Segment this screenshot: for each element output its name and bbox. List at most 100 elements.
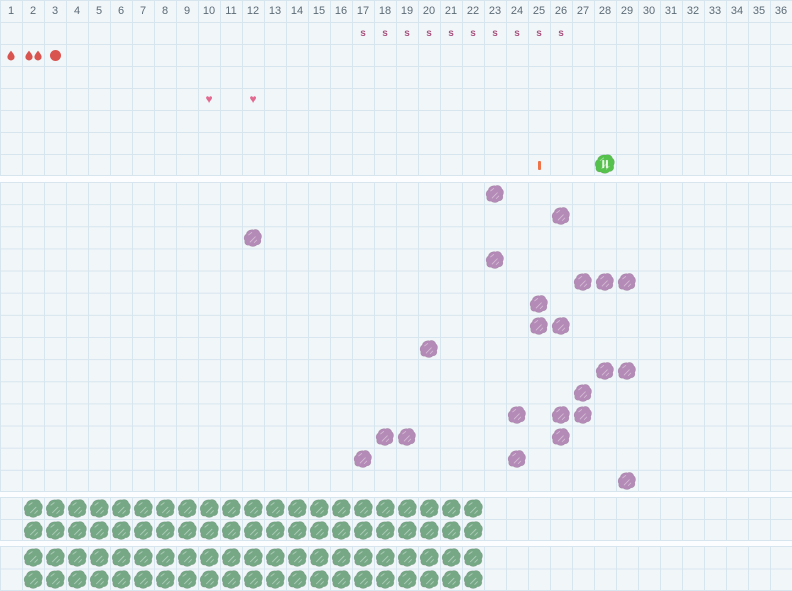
spotting-marker[interactable]: s [382, 27, 388, 39]
symptom-splat[interactable] [617, 272, 637, 292]
medication-splat[interactable] [45, 569, 66, 590]
spotting-marker[interactable]: s [360, 27, 366, 39]
medication-splat[interactable] [111, 520, 132, 541]
spotting-marker[interactable]: s [404, 27, 410, 39]
medication-splat[interactable] [309, 520, 330, 541]
medication-splat[interactable] [177, 520, 198, 541]
medication-splat[interactable] [89, 569, 110, 590]
symptom-splat[interactable] [573, 405, 593, 425]
medication-splat[interactable] [155, 520, 176, 541]
medication-splat[interactable] [67, 520, 88, 541]
medication-splat[interactable] [419, 547, 440, 568]
symptom-splat[interactable] [529, 316, 549, 336]
medication-splat[interactable] [441, 520, 462, 541]
medication-splat[interactable] [397, 547, 418, 568]
medication-splat[interactable] [353, 520, 374, 541]
medication-splat[interactable] [155, 498, 176, 519]
medication-splat[interactable] [133, 498, 154, 519]
medication-splat[interactable] [23, 498, 44, 519]
symptom-splat[interactable] [529, 294, 549, 314]
symptom-splat[interactable] [507, 449, 527, 469]
medication-splat[interactable] [45, 547, 66, 568]
medication-splat[interactable] [419, 569, 440, 590]
medication-splat[interactable] [23, 547, 44, 568]
medication-splat[interactable] [265, 547, 286, 568]
symptom-splat[interactable] [507, 405, 527, 425]
medication-splat[interactable] [265, 498, 286, 519]
symptom-splat[interactable] [485, 184, 505, 204]
medication-splat[interactable] [23, 520, 44, 541]
symptom-splat[interactable] [551, 206, 571, 226]
ovulation-tick-icon[interactable] [537, 160, 541, 170]
flow-marker[interactable] [44, 44, 66, 66]
medication-splat[interactable] [199, 498, 220, 519]
spotting-marker[interactable]: s [492, 27, 498, 39]
medication-splat[interactable] [111, 498, 132, 519]
flow-marker[interactable] [0, 44, 22, 66]
medication-splat[interactable] [309, 498, 330, 519]
medication-splat[interactable] [243, 569, 264, 590]
symptom-splat[interactable] [573, 383, 593, 403]
medication-splat[interactable] [111, 569, 132, 590]
medication-splat[interactable] [45, 520, 66, 541]
medication-splat[interactable] [89, 520, 110, 541]
medication-splat[interactable] [419, 520, 440, 541]
medication-splat[interactable] [463, 520, 484, 541]
symptom-splat[interactable] [595, 361, 615, 381]
medication-splat[interactable] [331, 498, 352, 519]
medication-splat[interactable] [441, 569, 462, 590]
symptom-splat[interactable] [551, 405, 571, 425]
peak-day-marker[interactable] [594, 153, 616, 175]
medication-splat[interactable] [221, 498, 242, 519]
medication-splat[interactable] [287, 498, 308, 519]
symptom-splat[interactable] [617, 471, 637, 491]
medication-splat[interactable] [397, 569, 418, 590]
medication-splat[interactable] [23, 569, 44, 590]
medication-splat[interactable] [221, 569, 242, 590]
medication-splat[interactable] [287, 520, 308, 541]
medication-splat[interactable] [133, 569, 154, 590]
medication-splat[interactable] [243, 547, 264, 568]
flow-marker[interactable] [22, 44, 44, 66]
medication-splat[interactable] [375, 498, 396, 519]
symptom-splat[interactable] [485, 250, 505, 270]
medication-splat[interactable] [177, 569, 198, 590]
medication-splat[interactable] [463, 498, 484, 519]
medication-splat[interactable] [463, 569, 484, 590]
medication-splat[interactable] [177, 547, 198, 568]
spotting-marker[interactable]: s [514, 27, 520, 39]
medication-splat[interactable] [89, 547, 110, 568]
medication-splat[interactable] [287, 547, 308, 568]
medication-splat[interactable] [375, 520, 396, 541]
medication-splat[interactable] [441, 498, 462, 519]
medication-splat[interactable] [331, 547, 352, 568]
medication-splat[interactable] [265, 569, 286, 590]
medication-splat[interactable] [375, 547, 396, 568]
symptom-splat[interactable] [419, 339, 439, 359]
medication-splat[interactable] [331, 569, 352, 590]
medication-splat[interactable] [221, 520, 242, 541]
spotting-marker[interactable]: s [448, 27, 454, 39]
symptom-splat[interactable] [617, 361, 637, 381]
medication-splat[interactable] [419, 498, 440, 519]
medication-splat[interactable] [89, 498, 110, 519]
medication-splat[interactable] [375, 569, 396, 590]
medication-splat[interactable] [221, 547, 242, 568]
spotting-marker[interactable]: s [558, 27, 564, 39]
spotting-marker[interactable]: s [470, 27, 476, 39]
symptom-splat[interactable] [375, 427, 395, 447]
medication-splat[interactable] [331, 520, 352, 541]
medication-splat[interactable] [441, 547, 462, 568]
symptom-splat[interactable] [595, 272, 615, 292]
medication-splat[interactable] [67, 547, 88, 568]
symptom-splat[interactable] [243, 228, 263, 248]
medication-splat[interactable] [243, 520, 264, 541]
medication-splat[interactable] [155, 547, 176, 568]
medication-splat[interactable] [397, 520, 418, 541]
medication-splat[interactable] [353, 498, 374, 519]
symptom-splat[interactable] [551, 316, 571, 336]
medication-splat[interactable] [133, 520, 154, 541]
medication-splat[interactable] [111, 547, 132, 568]
medication-splat[interactable] [463, 547, 484, 568]
symptom-splat[interactable] [551, 427, 571, 447]
